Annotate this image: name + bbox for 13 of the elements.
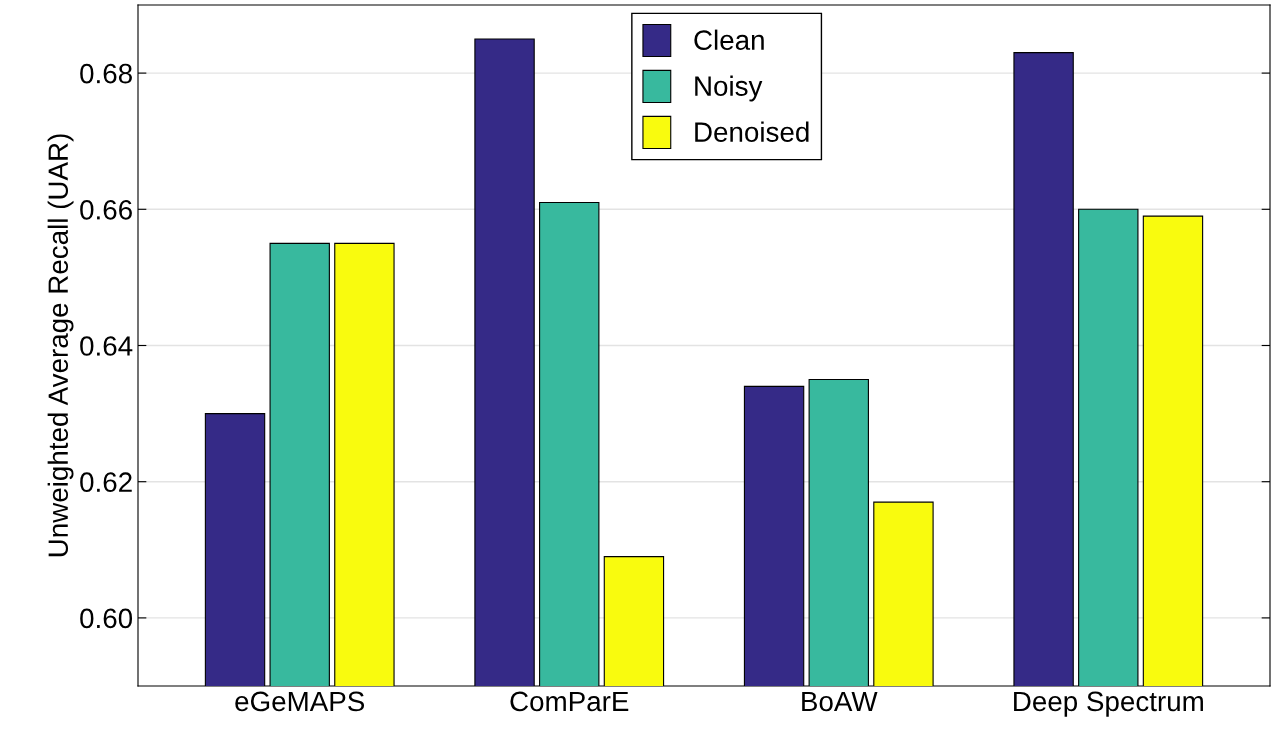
y-tick-label: 0.60 bbox=[80, 608, 133, 629]
legend-label: Denoised bbox=[695, 121, 809, 142]
x-tick-label: ComParE bbox=[510, 691, 629, 712]
legend-label: Noisy bbox=[695, 75, 763, 102]
y-tick-label: 0.64 bbox=[80, 336, 133, 356]
x-tick-label: BoAW bbox=[802, 691, 878, 712]
y-tick-label: 0.66 bbox=[80, 199, 132, 220]
y-axis-title: Unweighted Average Recall (UAR) bbox=[47, 134, 74, 557]
x-tick-label: Deep Spectrum bbox=[1014, 691, 1203, 717]
y-tick-label: 0.62 bbox=[80, 472, 132, 493]
y-tick-label: 0.68 bbox=[80, 63, 132, 84]
x-tick-label: eGeMAPS bbox=[235, 691, 365, 712]
legend-label: Clean bbox=[694, 29, 764, 50]
